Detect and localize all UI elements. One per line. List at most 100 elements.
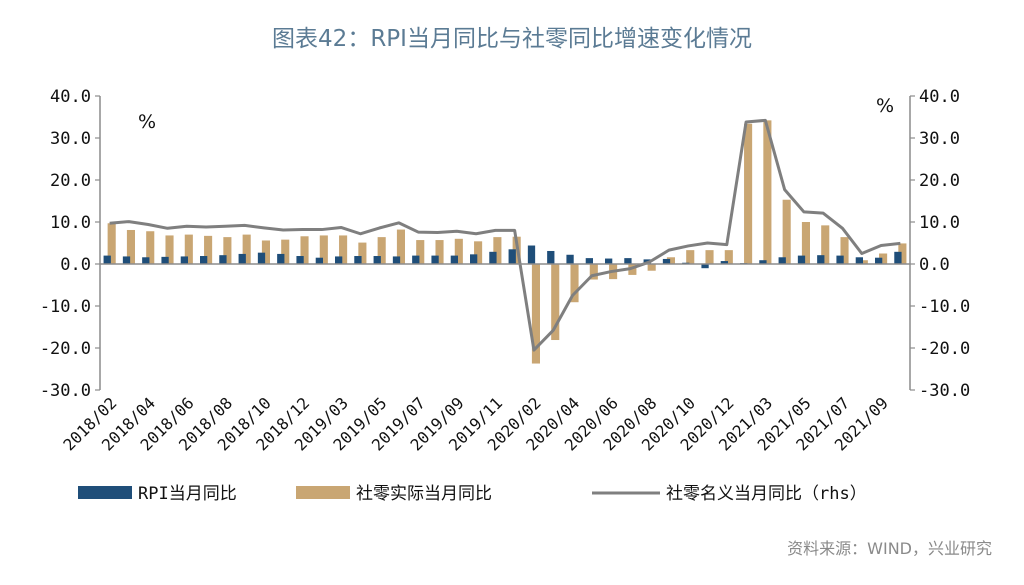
- bar-rpi: [373, 256, 381, 264]
- axes-layer: 40.0 30.0 20.0 10.0 0.0 -10.0 -20.0 -30.0 40.0 30…: [40, 87, 970, 455]
- bar-retail-real: [377, 237, 386, 264]
- bar-rpi: [508, 249, 516, 264]
- left-tick-label: -20.0: [40, 339, 91, 359]
- bar-retail-real: [261, 240, 270, 264]
- bar-rpi: [431, 255, 439, 264]
- bar-retail-real: [589, 264, 598, 280]
- bar-retail-real: [396, 229, 405, 264]
- bar-rpi: [875, 257, 883, 264]
- bar-rpi: [335, 256, 343, 264]
- right-tick-label: 0.0: [919, 255, 950, 275]
- right-tick-label: -20.0: [919, 339, 970, 359]
- bar-retail-real: [435, 240, 444, 264]
- bar-retail-real: [666, 257, 675, 264]
- bar-rpi: [450, 255, 458, 264]
- bar-retail-real: [300, 236, 309, 264]
- source-note: 资料来源：WIND，兴业研究: [787, 539, 992, 558]
- bar-retail-real: [474, 241, 483, 264]
- bar-retail-real: [705, 250, 714, 264]
- bar-rpi: [701, 264, 709, 269]
- bar-retail-real: [358, 242, 367, 264]
- left-tick-label: 30.0: [50, 129, 91, 149]
- right-tick-label: -30.0: [919, 381, 970, 401]
- bar-retail-real: [686, 250, 695, 264]
- left-tick-label: 0.0: [60, 255, 91, 275]
- bar-rpi: [797, 255, 806, 264]
- bar-rpi: [624, 258, 632, 264]
- bar-rpi: [720, 261, 728, 264]
- chart-title: 图表42：RPI当月同比与社零同比增速变化情况: [272, 26, 752, 52]
- bar-retail-real: [570, 264, 579, 303]
- bar-rpi: [257, 252, 266, 264]
- bar-rpi: [392, 256, 401, 264]
- left-tick-label: 40.0: [50, 87, 91, 107]
- bar-retail-real: [531, 264, 540, 364]
- legend-label-retail-real: 社零实际当月同比: [356, 484, 492, 504]
- bar-rpi: [894, 251, 902, 264]
- bar-rpi: [817, 255, 825, 264]
- bar-retail-real: [724, 250, 733, 264]
- bar-rpi: [527, 245, 536, 264]
- bar-rpi: [489, 251, 497, 264]
- bar-rpi: [219, 255, 227, 264]
- line-layer: [109, 118, 901, 352]
- bar-retail-real: [126, 229, 135, 264]
- bar-retail-real: [859, 260, 868, 264]
- bar-rpi: [855, 257, 863, 264]
- bar-rpi: [200, 256, 208, 264]
- bar-rpi: [836, 255, 844, 264]
- bar-rpi: [296, 256, 304, 264]
- bar-rpi: [605, 258, 613, 264]
- bar-retail-real: [647, 264, 656, 271]
- bar-retail-real: [146, 231, 155, 264]
- bar-rpi: [585, 258, 593, 264]
- bar-rpi: [662, 258, 671, 264]
- left-tick-label: -30.0: [40, 381, 91, 401]
- legend-swatch-rpi: [78, 486, 132, 499]
- right-tick-label: 30.0: [919, 129, 960, 149]
- bar-retail-real: [840, 237, 849, 264]
- bars-layer: [103, 120, 907, 364]
- bar-rpi: [547, 250, 555, 264]
- right-tick-label: 40.0: [919, 87, 960, 107]
- bar-retail-real: [184, 234, 193, 264]
- bar-rpi: [142, 257, 150, 264]
- bar-retail-real: [204, 235, 213, 264]
- bar-retail-real: [281, 239, 290, 264]
- bar-retail-real: [763, 120, 772, 264]
- right-tick-label: -10.0: [919, 297, 970, 317]
- bar-rpi: [470, 254, 478, 264]
- bar-retail-real: [493, 237, 502, 264]
- bar-rpi: [412, 255, 420, 264]
- bar-rpi: [354, 256, 362, 264]
- legend-label-rpi: RPI当月同比: [138, 484, 237, 504]
- legend: RPI当月同比 社零实际当月同比 社零名义当月同比（rhs）: [78, 484, 867, 504]
- bar-retail-real: [454, 238, 463, 264]
- left-tick-label: -10.0: [40, 297, 91, 317]
- bar-retail-real: [339, 235, 348, 264]
- right-tick-label: 20.0: [919, 171, 960, 191]
- bar-rpi: [566, 254, 574, 264]
- bar-retail-real: [801, 222, 810, 264]
- bar-retail-real: [165, 235, 174, 264]
- bar-retail-real: [416, 240, 425, 264]
- left-tick-label: 20.0: [50, 171, 91, 191]
- bar-retail-real: [319, 235, 328, 264]
- bar-rpi: [277, 253, 285, 264]
- legend-swatch-retail-real: [296, 486, 350, 499]
- right-tick-label: 10.0: [919, 213, 960, 233]
- bar-rpi: [238, 253, 246, 264]
- bar-retail-real: [898, 243, 907, 264]
- bar-retail-real: [223, 237, 232, 264]
- line-retail-nominal: [109, 118, 901, 352]
- left-tick-label: 10.0: [50, 213, 91, 233]
- legend-label-retail-nominal: 社零名义当月同比（rhs）: [666, 484, 867, 504]
- bar-retail-real: [107, 223, 116, 264]
- bar-rpi: [315, 257, 323, 264]
- bar-retail-real: [782, 199, 791, 264]
- bar-retail-real: [551, 264, 560, 341]
- bar-retail-real: [821, 225, 830, 264]
- right-axis-unit: %: [876, 95, 894, 117]
- bar-rpi: [122, 256, 131, 264]
